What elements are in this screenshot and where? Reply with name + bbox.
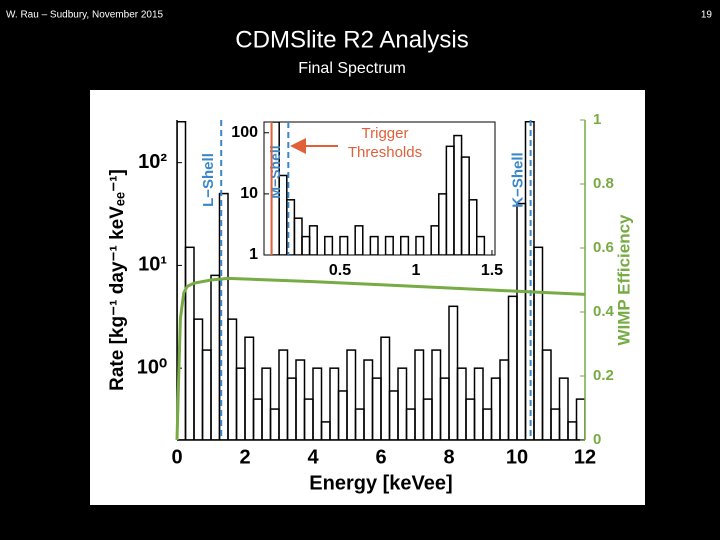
y2-tick-label: 0.6 xyxy=(593,239,614,256)
x-tick-label: 0 xyxy=(171,446,182,468)
histogram-bin xyxy=(244,336,255,440)
y-tick-label: 10² xyxy=(138,151,167,173)
histogram-bin xyxy=(218,192,229,440)
y2-tick-label: 0 xyxy=(593,431,601,448)
y2-tick-label: 0.2 xyxy=(593,367,614,384)
bars xyxy=(177,121,585,440)
histogram-bin xyxy=(400,235,410,255)
y2-tick-label: 0.8 xyxy=(593,175,614,192)
x-tick-label: 1 xyxy=(412,262,421,279)
histogram-bin xyxy=(346,349,357,440)
y-axis-label: Rate [kg⁻¹ day⁻¹ keVₑₑ⁻¹] xyxy=(107,169,128,391)
y-tick-label: 10⁰ xyxy=(137,356,167,378)
y2-axis-label: WIMP Efficiency xyxy=(614,214,633,346)
y-tick-label: 10¹ xyxy=(138,254,167,276)
slide-number: 19 xyxy=(701,10,713,21)
histogram-bin xyxy=(308,225,318,255)
histogram-bin xyxy=(354,225,364,255)
histogram-bin xyxy=(541,349,552,440)
histogram-bin xyxy=(369,235,379,255)
x-tick-label: 0.5 xyxy=(329,262,351,279)
threshold-label: Trigger xyxy=(362,125,409,142)
histogram-bin xyxy=(468,199,478,255)
y2-tick-label: 1 xyxy=(593,111,601,128)
x-tick-label: 4 xyxy=(307,446,319,468)
shell-label: K−Shell xyxy=(510,152,527,207)
inset-chart: M−Shell Trigger Thresholds 0.5 1 1.5 1 10 100 xyxy=(231,121,503,279)
x-axis-label: Energy [keVee] xyxy=(309,472,452,494)
histogram-bin xyxy=(558,377,569,440)
histogram-bin xyxy=(380,336,391,440)
x-tick-label: 6 xyxy=(375,446,386,468)
footer-left: W. Rau – Sudbury, November 2015 xyxy=(6,10,164,21)
y-tick-label: 1 xyxy=(249,246,258,263)
histogram-bin xyxy=(575,398,585,440)
y-tick-label: 100 xyxy=(231,124,258,141)
efficiency-curve xyxy=(175,276,586,441)
y2-tick-label: 0.4 xyxy=(593,303,615,320)
shell-label: M−Shell xyxy=(267,145,283,198)
histogram-bin xyxy=(414,349,425,440)
shell-label: L−Shell xyxy=(200,153,217,207)
x-tick-label: 2 xyxy=(239,446,250,468)
bars xyxy=(270,122,486,255)
histogram-bin xyxy=(476,235,486,255)
histogram-bin xyxy=(415,235,425,255)
slide-subtitle: Final Spectrum xyxy=(298,60,406,77)
histogram-bin xyxy=(533,246,544,440)
histogram-bin xyxy=(339,235,349,255)
slide-title: CDMSlite R2 Analysis xyxy=(235,26,468,53)
x-tick-label: 10 xyxy=(506,446,528,468)
histogram-bin xyxy=(384,235,394,255)
x-tick-label: 12 xyxy=(574,446,596,468)
threshold-label: Thresholds xyxy=(348,144,422,161)
x-tick-label: 1.5 xyxy=(481,262,503,279)
x-tick-label: 8 xyxy=(443,446,454,468)
histogram-bin xyxy=(324,235,334,255)
y-tick-label: 10 xyxy=(240,185,258,202)
main-chart: L−Shell K−Shell 0 2 4 6 8 10 12 10⁰ 10¹ 10² 0 0.2 0.4 0… xyxy=(107,111,633,494)
